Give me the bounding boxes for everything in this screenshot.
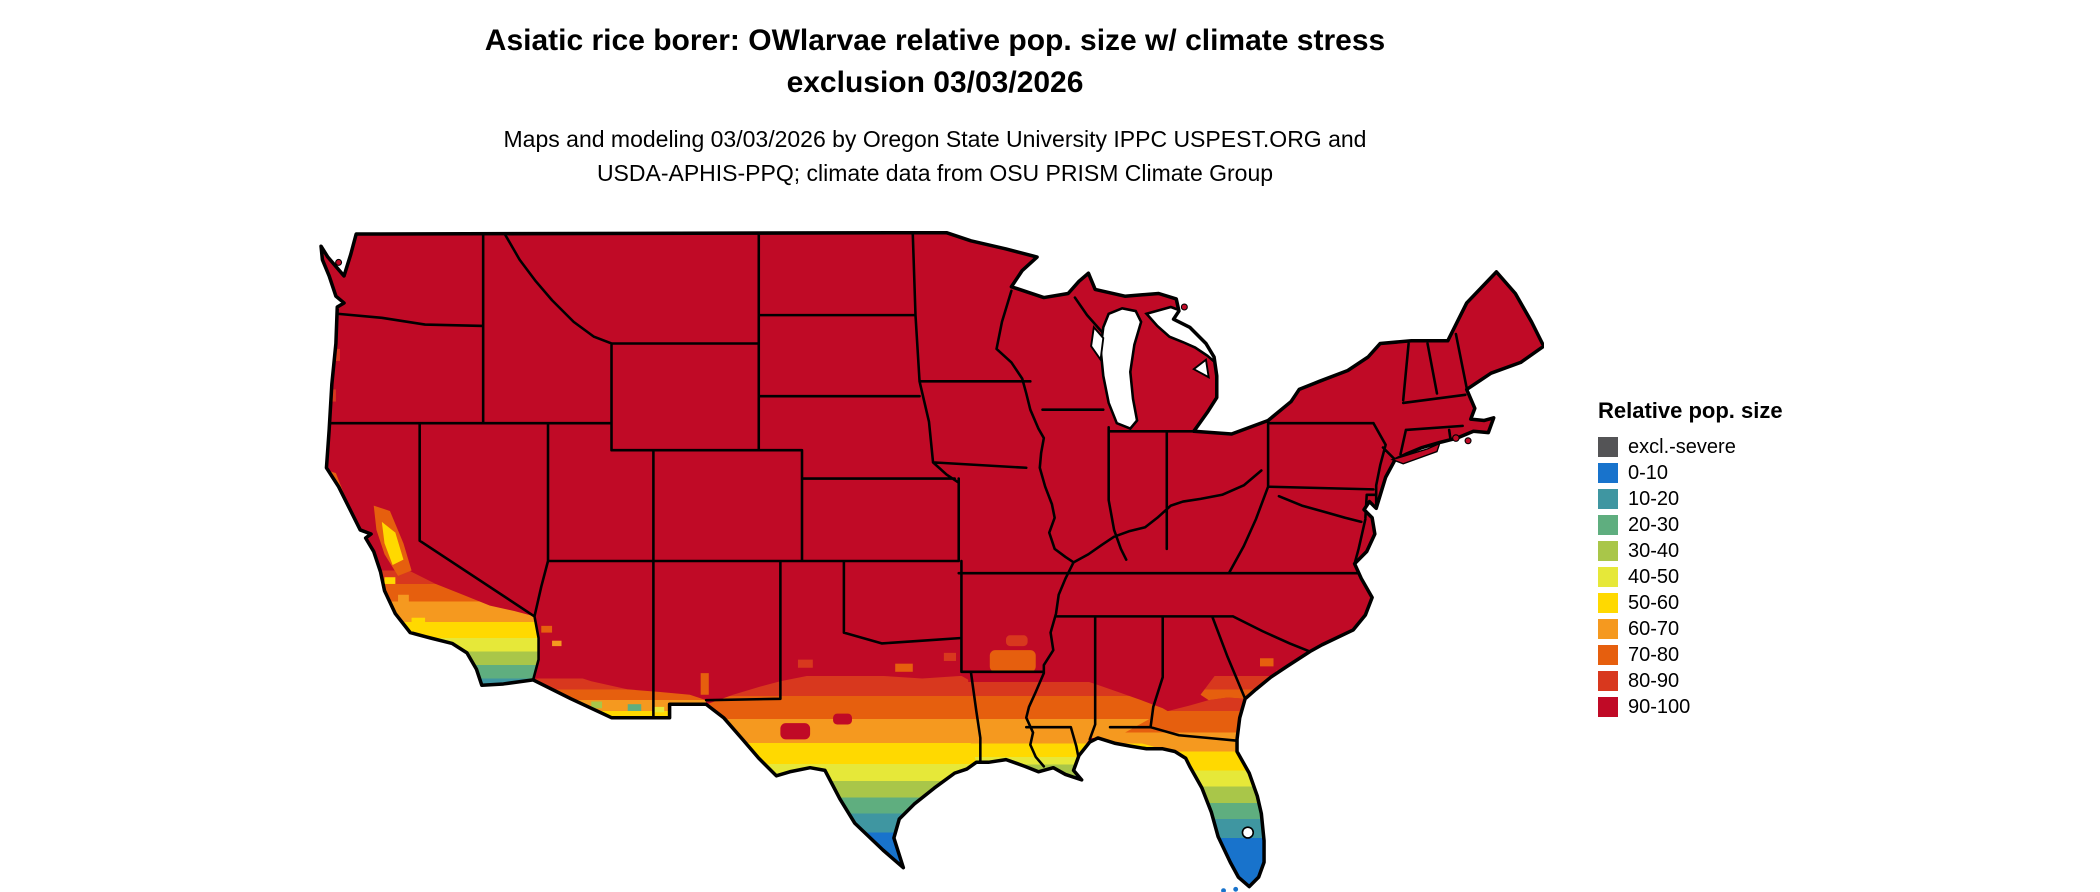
legend-swatch xyxy=(1598,489,1618,509)
subtitle: Maps and modeling 03/03/2026 by Oregon S… xyxy=(270,122,1600,190)
legend-title: Relative pop. size xyxy=(1598,398,1783,423)
speckle xyxy=(398,594,409,602)
speckle xyxy=(797,659,813,668)
long-island xyxy=(1390,442,1441,465)
island-puget-sound xyxy=(335,258,343,266)
legend-item: 40-50 xyxy=(1598,564,1858,590)
legend-item: 0-10 xyxy=(1598,460,1858,486)
speckle xyxy=(653,706,665,713)
legend-item: excl.-severe xyxy=(1598,434,1858,460)
legend-label: 30-40 xyxy=(1628,540,1680,562)
central-valley-inner-patch xyxy=(381,521,404,566)
legend-swatch xyxy=(1598,697,1618,717)
legend-item: 80-90 xyxy=(1598,668,1858,694)
lake-okeechobee xyxy=(1241,826,1255,839)
legend-item: 10-20 xyxy=(1598,486,1858,512)
legend: Relative pop. size excl.-severe 0-10 10-… xyxy=(1598,398,1858,720)
green-bay xyxy=(1090,325,1105,363)
legend-items: excl.-severe 0-10 10-20 20-30 30-40 40-5… xyxy=(1598,434,1858,720)
gradient-region-arizona-border xyxy=(533,670,707,718)
legend-label: 90-100 xyxy=(1628,696,1691,718)
florida-keys-dot xyxy=(1233,886,1239,892)
title-line-1: Asiatic rice borer: OWlarvae relative po… xyxy=(484,24,1386,57)
legend-swatch xyxy=(1598,645,1618,665)
florida-keys-dot xyxy=(1221,888,1226,892)
gradient-region-gulf-coast xyxy=(968,643,1190,782)
speckle xyxy=(541,625,553,633)
speckle xyxy=(591,701,603,709)
speckle-west-texas-mountains xyxy=(780,723,811,740)
us-map xyxy=(314,230,1546,892)
gradient-region-texas xyxy=(703,673,981,868)
legend-swatch xyxy=(1598,671,1618,691)
speckle-south-arkansas xyxy=(989,650,1036,672)
legend-swatch xyxy=(1598,463,1618,483)
legend-item: 50-60 xyxy=(1598,590,1858,616)
speckle xyxy=(895,663,913,672)
speckle xyxy=(1006,635,1028,647)
speckle xyxy=(552,640,562,647)
us-map-svg xyxy=(319,230,1546,892)
legend-label: 20-30 xyxy=(1628,514,1680,536)
island-marthas-vineyard xyxy=(1452,434,1460,442)
island-nantucket xyxy=(1464,437,1472,445)
state-borders xyxy=(330,232,1468,768)
legend-label: 80-90 xyxy=(1628,670,1680,692)
legend-label: 50-60 xyxy=(1628,592,1680,614)
legend-swatch xyxy=(1598,437,1618,457)
legend-swatch xyxy=(1598,619,1618,639)
speckle-west-texas-mountains xyxy=(833,713,852,725)
speckle xyxy=(627,704,642,711)
us-outline xyxy=(319,230,1546,889)
legend-item: 30-40 xyxy=(1598,538,1858,564)
legend-label: 40-50 xyxy=(1628,566,1680,588)
speckle xyxy=(943,652,957,661)
saginaw-bay xyxy=(1192,357,1210,380)
speckle xyxy=(1260,658,1274,667)
legend-item: 70-80 xyxy=(1598,642,1858,668)
legend-item: 60-70 xyxy=(1598,616,1858,642)
legend-swatch xyxy=(1598,593,1618,613)
legend-swatch xyxy=(1598,515,1618,535)
island-drummond xyxy=(1180,303,1188,311)
legend-item: 90-100 xyxy=(1598,694,1858,720)
speckle xyxy=(411,617,426,625)
legend-label: excl.-severe xyxy=(1628,436,1736,458)
legend-label: 0-10 xyxy=(1628,462,1669,484)
legend-label: 70-80 xyxy=(1628,644,1680,666)
legend-label: 60-70 xyxy=(1628,618,1680,640)
speckle xyxy=(384,577,396,584)
page-title: Asiatic rice borer: OWlarvae relative po… xyxy=(270,20,1600,104)
subtitle-line-1: Maps and modeling 03/03/2026 by Oregon S… xyxy=(503,126,1367,152)
legend-item: 20-30 xyxy=(1598,512,1858,538)
title-line-2: exclusion 03/03/2026 xyxy=(786,66,1084,99)
subtitle-line-2: USDA-APHIS-PPQ; climate data from OSU PR… xyxy=(596,160,1274,186)
legend-swatch xyxy=(1598,541,1618,561)
speckle-oregon-coast xyxy=(331,389,336,402)
speckle-rio-grande xyxy=(700,673,709,695)
legend-swatch xyxy=(1598,567,1618,587)
gradient-region-florida xyxy=(1124,697,1265,887)
speckle-oregon-coast xyxy=(335,348,340,362)
legend-label: 10-20 xyxy=(1628,488,1680,510)
gradient-region-socal xyxy=(354,556,539,686)
